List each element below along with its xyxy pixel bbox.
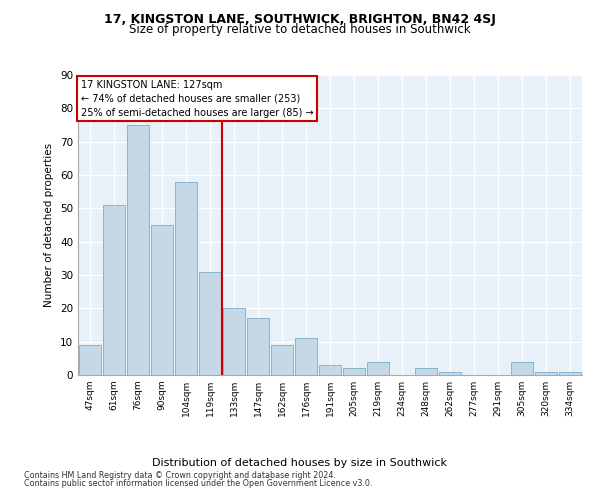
- Bar: [271, 345, 293, 375]
- Bar: [127, 125, 149, 375]
- Text: 17, KINGSTON LANE, SOUTHWICK, BRIGHTON, BN42 4SJ: 17, KINGSTON LANE, SOUTHWICK, BRIGHTON, …: [104, 12, 496, 26]
- Bar: [151, 225, 173, 375]
- Text: Contains HM Land Registry data © Crown copyright and database right 2024.: Contains HM Land Registry data © Crown c…: [24, 471, 336, 480]
- Text: 17 KINGSTON LANE: 127sqm
← 74% of detached houses are smaller (253)
25% of semi-: 17 KINGSTON LANE: 127sqm ← 74% of detach…: [80, 80, 313, 118]
- Text: Distribution of detached houses by size in Southwick: Distribution of detached houses by size …: [152, 458, 448, 468]
- Bar: [247, 318, 269, 375]
- Bar: [79, 345, 101, 375]
- Bar: [199, 272, 221, 375]
- Text: Contains public sector information licensed under the Open Government Licence v3: Contains public sector information licen…: [24, 479, 373, 488]
- Bar: [535, 372, 557, 375]
- Bar: [559, 372, 581, 375]
- Bar: [439, 372, 461, 375]
- Bar: [511, 362, 533, 375]
- Text: Size of property relative to detached houses in Southwick: Size of property relative to detached ho…: [129, 22, 471, 36]
- Bar: [343, 368, 365, 375]
- Bar: [295, 338, 317, 375]
- Bar: [415, 368, 437, 375]
- Bar: [175, 182, 197, 375]
- Bar: [367, 362, 389, 375]
- Y-axis label: Number of detached properties: Number of detached properties: [44, 143, 55, 307]
- Bar: [223, 308, 245, 375]
- Bar: [319, 365, 341, 375]
- Bar: [103, 205, 125, 375]
